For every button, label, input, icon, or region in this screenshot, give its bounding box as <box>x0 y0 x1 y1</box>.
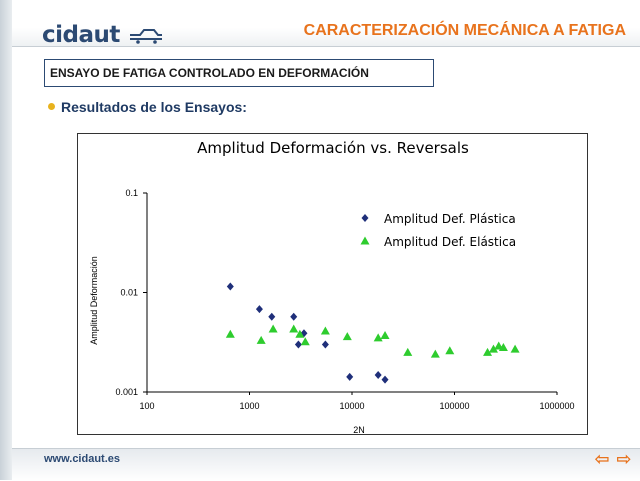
x-tick-label: 100 <box>139 401 154 411</box>
elastic-strain-point <box>403 347 413 356</box>
slide-title: CARACTERIZACIÓN MECÁNICA A FATIGA <box>303 22 626 39</box>
plastic-strain-point <box>381 375 389 384</box>
elastic-strain-point <box>256 335 266 344</box>
cidaut-logo: cidaut <box>42 22 120 48</box>
bullet-icon <box>48 103 55 110</box>
legend-marker-plastic <box>361 214 369 222</box>
chart-frame: Amplitud Deformación vs. Reversals Ampli… <box>77 133 588 435</box>
plastic-strain-point <box>300 329 308 338</box>
elastic-strain-point <box>342 332 352 341</box>
arrow-left-icon[interactable]: ⇦ <box>594 449 610 470</box>
arrow-right-icon[interactable]: ⇨ <box>616 449 632 470</box>
y-axis-label: Amplitud Deformación <box>89 256 99 345</box>
y-tick-label: 0.001 <box>115 387 138 397</box>
slide-header: cidaut CARACTERIZACIÓN MECÁNICA A FATIGA <box>12 0 640 48</box>
plastic-strain-point <box>255 305 263 314</box>
slide-footer: www.cidaut.es ⇦ ⇨ <box>12 448 640 481</box>
x-tick-label: 100000 <box>439 401 469 411</box>
elastic-strain-point <box>300 337 310 346</box>
y-tick-label: 0.01 <box>120 288 138 298</box>
x-tick-label: 1000 <box>239 401 259 411</box>
elastic-strain-point <box>225 329 235 338</box>
legend-label: Amplitud Def. Elástica <box>384 235 516 249</box>
elastic-strain-point <box>510 344 520 353</box>
plastic-strain-point <box>268 312 276 321</box>
data-points <box>225 282 520 384</box>
elastic-strain-point <box>488 344 498 353</box>
section-box: ENSAYO DE FATIGA CONTROLADO EN DEFORMACI… <box>44 59 434 87</box>
elastic-strain-point <box>320 326 330 335</box>
elastic-strain-point <box>483 347 493 356</box>
strain-amplitude-chart: Amplitud Deformación vs. Reversals Ampli… <box>89 139 575 435</box>
elastic-strain-point <box>295 329 305 338</box>
plastic-strain-point <box>294 340 302 349</box>
results-heading-text: Resultados de los Ensayos: <box>61 99 247 115</box>
legend-label: Amplitud Def. Plástica <box>384 212 516 226</box>
left-rail <box>0 0 12 480</box>
car-logo-icon <box>130 29 162 44</box>
chart-legend: Amplitud Def. Plástica Amplitud Def. Elás… <box>360 212 516 249</box>
elastic-strain-point <box>268 324 278 333</box>
plastic-strain-point <box>226 282 234 291</box>
elastic-strain-point <box>498 343 508 352</box>
x-axis-label: 2N <box>353 425 365 435</box>
results-heading: Resultados de los Ensayos: <box>48 99 247 115</box>
x-tick-label: 1000000 <box>539 401 574 411</box>
axes: 100 1000 10000 100000 1000000 0.001 0.01 0.1 <box>115 188 574 411</box>
elastic-strain-point <box>373 333 383 342</box>
plastic-strain-point <box>346 372 354 381</box>
elastic-strain-point <box>289 324 299 333</box>
plastic-strain-point <box>374 371 382 380</box>
plastic-strain-point <box>321 340 329 349</box>
elastic-strain-point <box>430 349 440 358</box>
x-tick-label: 10000 <box>339 401 364 411</box>
y-tick-label: 0.1 <box>125 188 138 198</box>
legend-marker-elastic <box>360 236 370 245</box>
footer-url[interactable]: www.cidaut.es <box>44 453 121 465</box>
plastic-strain-point <box>290 312 298 321</box>
elastic-strain-point <box>380 330 390 339</box>
elastic-strain-point <box>445 346 455 355</box>
section-label: ENSAYO DE FATIGA CONTROLADO EN DEFORMACI… <box>50 66 369 80</box>
chart-title: Amplitud Deformación vs. Reversals <box>197 139 469 157</box>
